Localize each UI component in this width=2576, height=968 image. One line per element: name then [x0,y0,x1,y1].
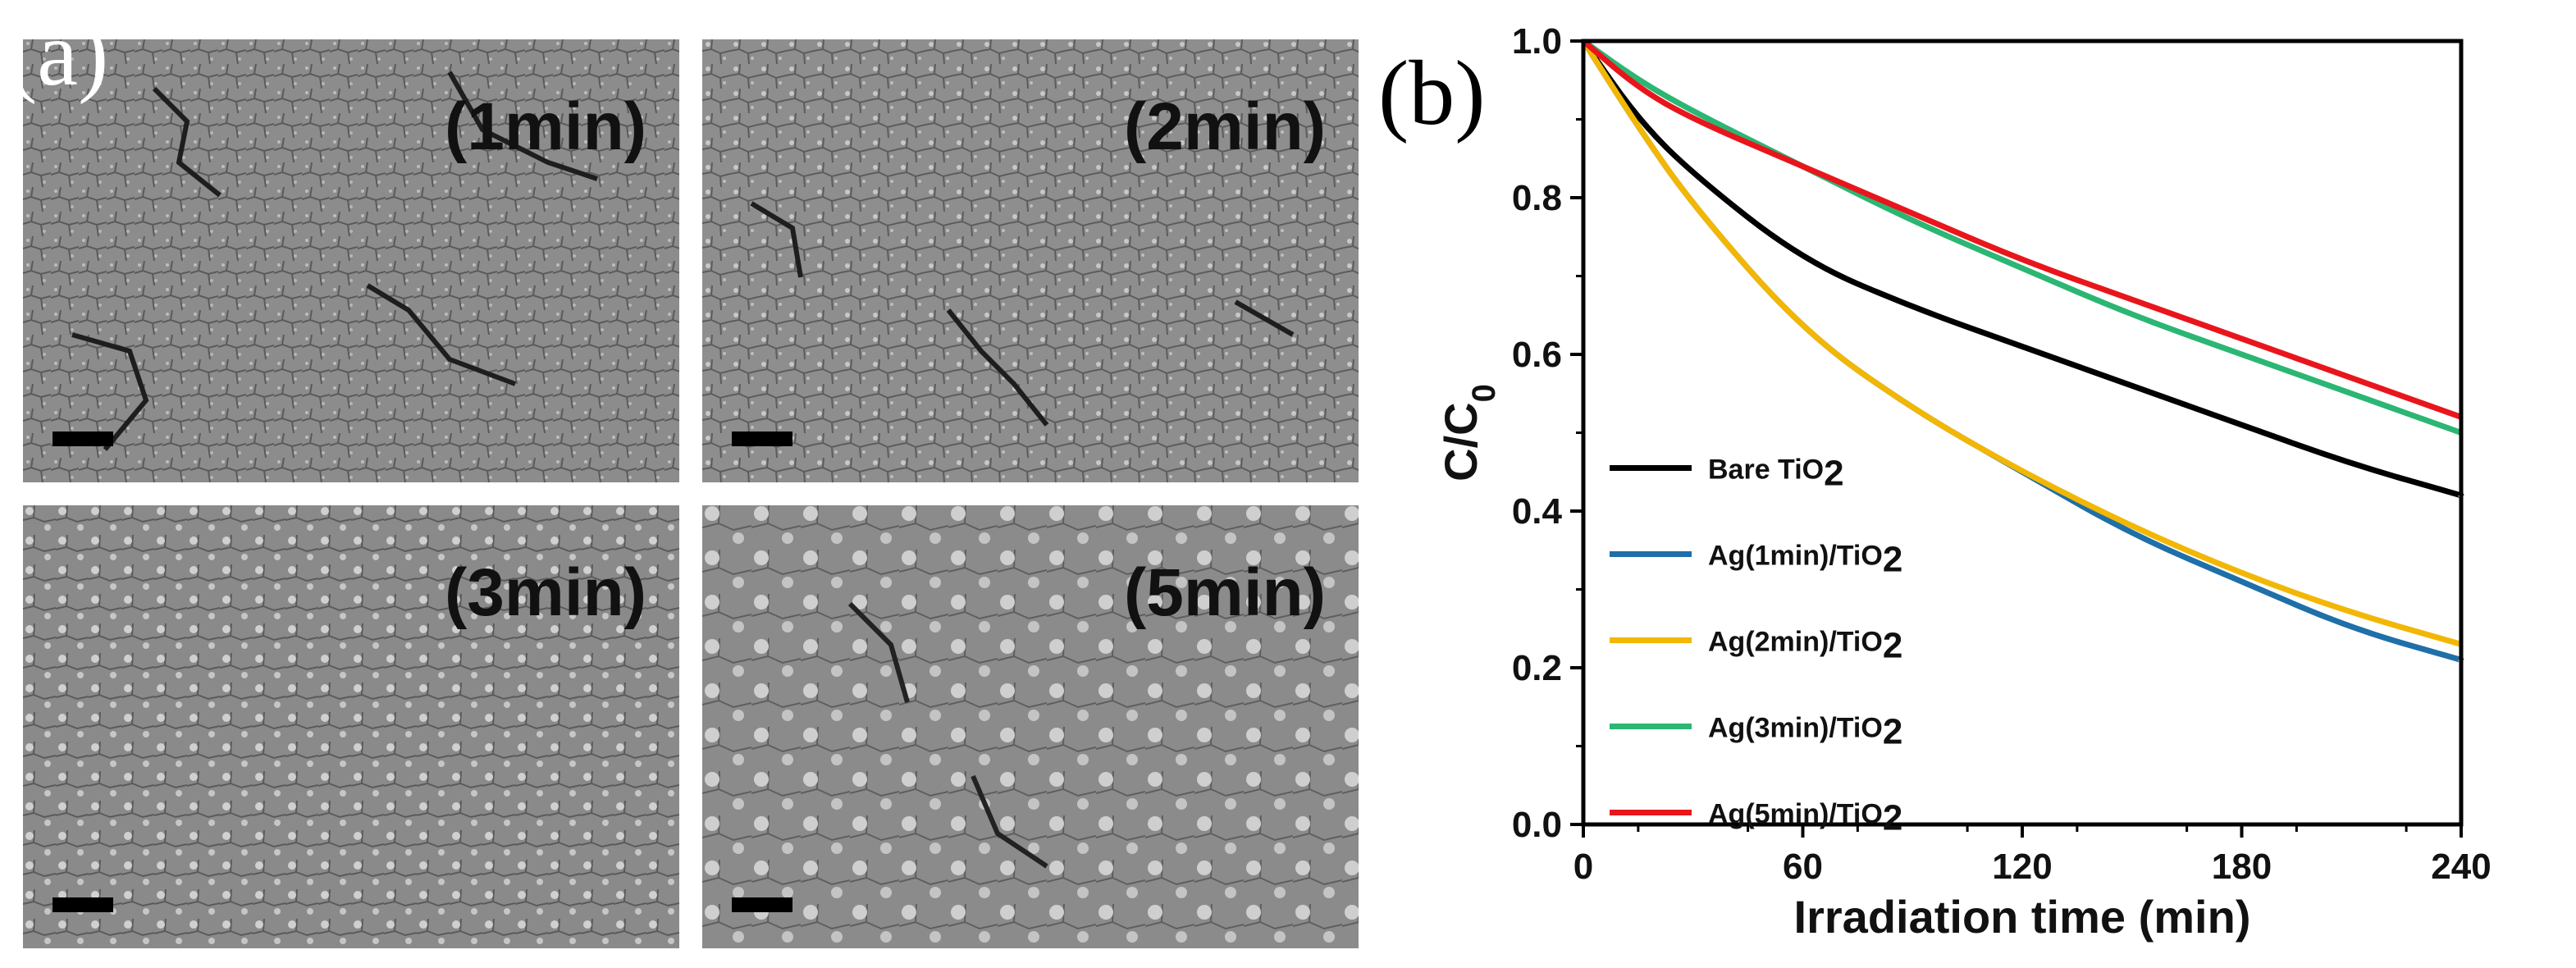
y-tick-label: 0.8 [1512,178,1562,218]
series-layer [1581,39,2463,663]
scale-bar [53,897,113,912]
y-tick-label: 1.0 [1512,21,1562,62]
x-tick-label: 180 [2212,847,2272,887]
sem-label-1min: (1min) [445,89,646,164]
legend-subscript: 2 [1883,539,1902,579]
plot-frame [1581,39,2464,827]
scale-bar [53,431,113,446]
sem-texture [702,505,1359,948]
y-tick-label: 0.2 [1512,648,1562,688]
series-line-4 [1581,39,2463,436]
degradation-chart: 0 60 120 180 240 0.0 0.2 0.4 0.6 0.8 1.0 Bare TiO2… [1435,21,2492,943]
sem-label-5min: (5min) [1124,555,1326,630]
sem-label-2min: (2min) [1124,89,1326,164]
legend: Bare TiO2 Ag(1min)/TiO2 Ag(2min)/TiO2 Ag(3m… [1610,453,1902,838]
legend-label-2: Ag(1min)/TiO2 [1708,539,1902,579]
sem-image-1min: (1min) [23,39,679,482]
y-tick-label: 0.0 [1512,805,1562,845]
legend-label-4: Ag(3min)/TiO2 [1708,711,1902,751]
legend-subscript: 2 [1883,711,1902,751]
y-tick-label: 0.4 [1512,491,1563,532]
panel-letter-b: (b) [1378,43,1486,144]
legend-subscript: 2 [1824,453,1843,493]
sem-texture [702,39,1359,482]
x-tick-label: 240 [2431,847,2491,887]
legend-subscript: 2 [1883,797,1902,838]
sem-label-3min: (3min) [445,555,646,630]
x-tick-label: 0 [1573,847,1593,887]
y-axis-subscript: 0 [1466,384,1502,402]
x-tick-label: 60 [1783,847,1823,887]
series-line-1 [1581,39,2463,499]
y-tick-label: 0.6 [1512,335,1562,375]
panel-letter-a: (a) [7,3,109,105]
legend-label-3: Ag(2min)/TiO2 [1708,625,1902,665]
sem-image-5min: (5min) [702,505,1359,948]
y-axis-title: C/C0 [1435,384,1502,482]
legend-label-5: Ag(5min)/TiO2 [1708,797,1902,838]
series-line-5 [1581,39,2463,420]
scale-bar [732,897,792,912]
series-line-3 [1581,39,2463,647]
sem-image-2min: (2min) [702,39,1359,482]
sem-texture [23,39,679,482]
sem-image-3min: (3min) [23,505,679,948]
x-axis-title: Irradiation time (min) [1794,891,2251,943]
axes-layer: 0 60 120 180 240 0.0 0.2 0.4 0.6 0.8 1.0 [1512,21,2492,887]
legend-subscript: 2 [1883,625,1902,665]
sem-texture [23,505,679,948]
legend-label-1: Bare TiO2 [1708,453,1844,493]
x-tick-label: 120 [1992,847,2052,887]
scale-bar [732,431,792,446]
